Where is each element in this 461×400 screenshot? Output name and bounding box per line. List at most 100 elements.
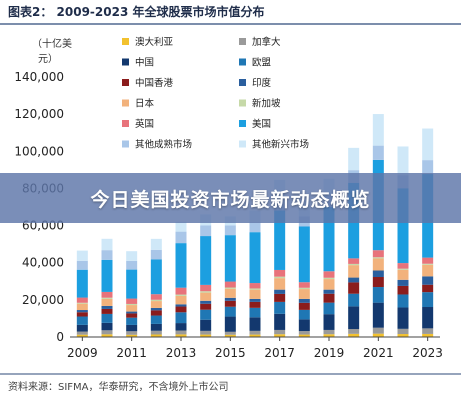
legend-swatch [239,58,246,66]
bar-segment [175,323,187,331]
bar-segment [126,260,138,270]
bar-segment [298,319,310,332]
legend-label: 美国 [252,118,271,130]
bar-segment [323,271,335,278]
legend-label: 其他新兴市场 [252,139,309,151]
bar-segment [76,260,88,270]
legend-label: 澳大利亚 [135,36,174,48]
bar-segment [224,300,236,307]
bar-segment [249,330,261,335]
bar-segment [348,293,360,307]
bar-segment [224,306,236,317]
bar-segment [101,330,113,335]
bar-segment [348,147,360,171]
legend-swatch [239,38,246,45]
y-unit-label-line1: （十亿美 [32,37,72,50]
bar-segment [323,279,335,290]
bar-segment [298,289,310,299]
bar-segment [422,328,434,334]
bar-segment [249,334,261,337]
bar-segment [298,226,310,283]
bar-segment [274,289,286,294]
bar-segment [249,307,261,318]
bar-segment [150,301,162,308]
bar-segment [76,316,88,325]
y-tick-label: 0 [56,330,64,344]
bar-segment [175,330,187,335]
bar-segment [175,243,187,288]
bar-segment [126,269,138,299]
bar-segment [298,309,310,320]
bar-segment [126,298,138,304]
bar-segment [76,310,88,313]
legend-swatch [239,79,246,86]
bar-segment [200,334,212,337]
bar-segment [101,291,113,298]
bar-segment [175,295,187,305]
legend-swatch [239,99,246,107]
bar-segment [101,259,113,292]
bar-segment [372,277,384,288]
bar-segment [150,294,162,300]
bar-segment [76,312,88,317]
bar-segment [372,333,384,337]
bar-segment [323,207,335,272]
bar-segment [76,331,88,335]
bar-segment [101,298,113,306]
bar-segment [101,305,113,309]
bar-segment [397,263,409,269]
bar-segment [150,334,162,337]
bar-segment [249,301,261,308]
legend-swatch [122,99,129,107]
x-tick-label: 2009 [67,346,98,360]
bar-segment [126,331,138,335]
bar-segment [101,322,113,331]
bar-segment [175,304,187,307]
bar-segment [372,114,384,146]
bar-segment [249,232,261,284]
bar-segment [224,225,236,236]
y-unit-label-line2: 元） [38,53,58,65]
bar-segment [76,302,88,304]
x-tick-label: 2017 [264,346,295,360]
bar-segment [348,282,360,294]
bar-segment [274,293,286,302]
y-tick-label: 100,000 [14,144,64,158]
bar-segment [372,258,384,271]
bar-segment [249,288,261,290]
chart-title: 图表2： 2009-2023 年全球股票市场市值分布 [8,4,264,19]
legend-label: 日本 [135,98,155,110]
bar-segment [372,250,384,258]
bar-segment [101,250,113,260]
bar-segment [175,334,187,337]
bar-segment [224,235,236,282]
bar-segment [126,251,138,261]
y-tick-label: 140,000 [14,70,64,84]
bar-segment [397,269,409,280]
bar-segment [348,333,360,337]
bar-segment [298,302,310,310]
bar-segment [224,287,236,289]
bar-segment [200,309,212,320]
bar-segment [397,146,409,176]
bar-segment [274,278,286,290]
bar-segment [126,334,138,337]
bar-segment [150,323,162,331]
bar-segment [274,276,286,279]
bar-segment [422,307,434,329]
headline-banner-text: 今日美国投资市场最新动态概览 [90,188,371,211]
x-tick-label: 2019 [314,346,345,360]
bar-segment [348,265,360,278]
legend-swatch [122,79,129,86]
bar-segment [224,334,236,337]
bar-segment [372,287,384,303]
bar-segment [76,303,88,311]
bar-segment [274,210,286,270]
bar-segment [126,317,138,325]
bar-segment [150,238,162,250]
bar-segment [372,257,384,259]
bar-segment [224,281,236,288]
bar-segment [348,258,360,264]
bar-segment [150,330,162,335]
bar-segment [298,331,310,335]
